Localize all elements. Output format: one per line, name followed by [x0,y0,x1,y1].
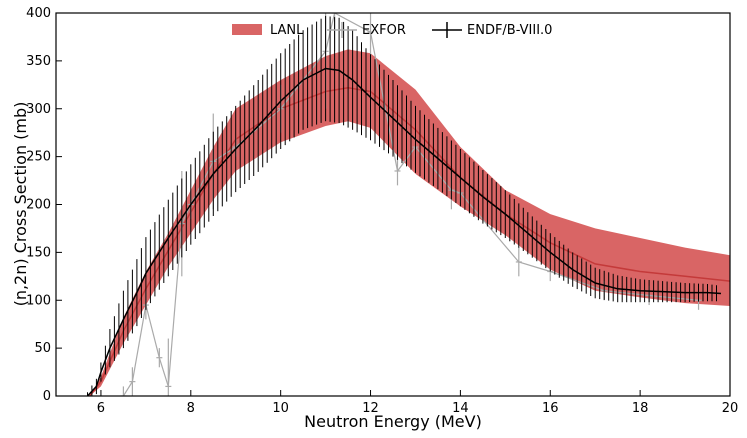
plot-frame [55,12,731,397]
y-tick-label: 400 [26,6,51,21]
x-tick-label: 20 [722,401,739,416]
lanl-center-line [89,86,730,396]
x-tick-label: 10 [272,401,289,416]
legend: LANL EXFOR ENDF/B-VIII.0 [232,22,552,38]
lanl-band [89,49,730,396]
x-tick-label: 8 [187,401,195,416]
legend-label-exfor: EXFOR [362,23,406,38]
y-tick-label: 300 [26,102,51,117]
x-tick-label: 6 [97,401,105,416]
legend-label-lanl: LANL [270,23,304,38]
y-tick-label: 100 [26,293,51,308]
x-tick-label: 16 [542,401,559,416]
y-tick-label: 50 [34,341,51,356]
y-tick-label: 350 [26,54,51,69]
y-tick-label: 250 [26,150,51,165]
x-axis-title: Neutron Energy (MeV) [304,412,482,431]
x-tick-label: 18 [632,401,649,416]
y-axis-title: (n,2n) Cross Section (mb) [11,102,30,307]
x-tick-label: 12 [362,401,379,416]
x-tick-label: 14 [452,401,469,416]
y-tick-label: 150 [26,245,51,260]
legend-swatch-lanl [232,24,262,35]
legend-label-endf: ENDF/B-VIII.0 [467,23,552,38]
y-tick-label: 200 [26,198,51,213]
y-tick-label: 0 [43,389,51,404]
endf-line [86,67,722,396]
